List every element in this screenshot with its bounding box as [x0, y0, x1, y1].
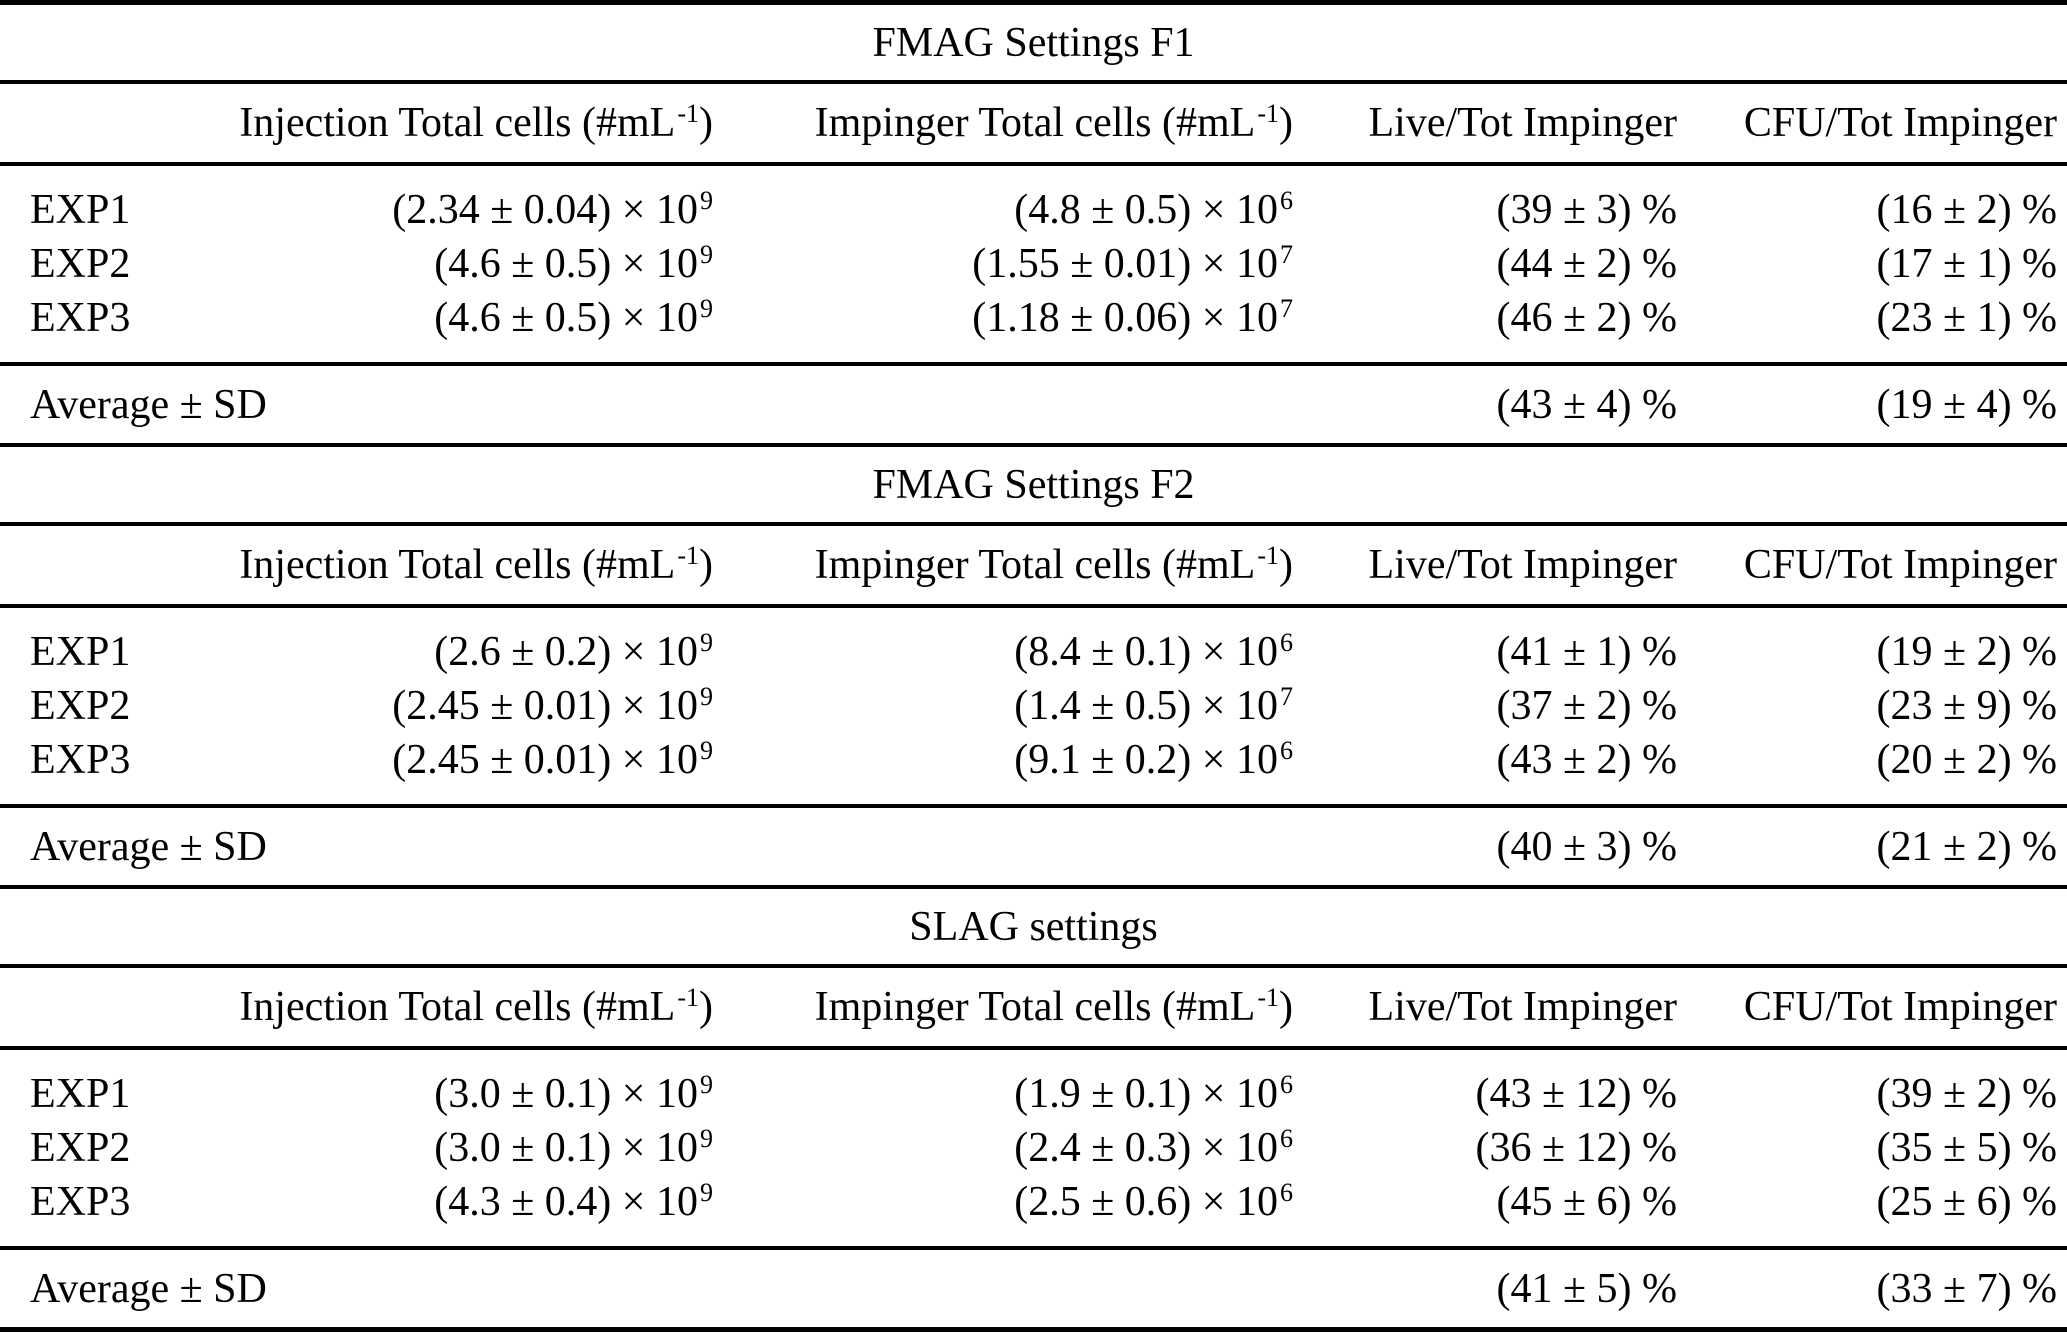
value-cell: (3.0 ± 0.1) × 109 — [434, 1069, 713, 1117]
value-cell: (2.6 ± 0.2) × 109 — [434, 627, 713, 675]
average-value-cell: (43 ± 4) % — [1496, 381, 1677, 428]
value-cell: (46 ± 2) % — [1496, 295, 1677, 341]
value-cell: (2.45 ± 0.01) × 109 — [392, 681, 713, 729]
section-title-row: FMAG Settings F1 — [0, 2, 2067, 82]
row-label: EXP3 — [30, 1179, 131, 1225]
row-label: EXP1 — [30, 629, 131, 675]
section-title: FMAG Settings F2 — [872, 461, 1195, 508]
value-cell: (36 ± 12) % — [1475, 1125, 1677, 1171]
average-value-cell: (21 ± 2) % — [1876, 823, 2058, 870]
column-header-row: Injection Total cells (#mL-1) Impinger To… — [0, 966, 2067, 1048]
row-label: EXP3 — [30, 295, 131, 341]
average-value-cell: (41 ± 5) % — [1496, 1265, 1677, 1312]
average-value-cell: (33 ± 7) % — [1876, 1265, 2058, 1312]
value-cell: (23 ± 1) % — [1876, 295, 2058, 341]
section-title-row: SLAG settings — [0, 887, 2067, 966]
value-cell: (1.18 ± 0.06) × 107 — [972, 293, 1293, 341]
column-header: Injection Total cells (#mL-1) — [239, 982, 713, 1030]
value-cell: (39 ± 2) % — [1876, 1071, 2058, 1117]
column-header: Injection Total cells (#mL-1) — [239, 98, 713, 146]
row-label: EXP1 — [30, 1071, 131, 1117]
row-label: EXP2 — [30, 683, 131, 729]
table-row: EXP1 (2.6 ± 0.2) × 109 (8.4 ± 0.1) × 106 (4… — [0, 606, 2067, 679]
value-cell: (17 ± 1) % — [1876, 241, 2058, 287]
value-cell: (8.4 ± 0.1) × 106 — [1014, 627, 1293, 675]
average-value-cell — [713, 364, 1293, 445]
column-header: Live/Tot Impinger — [1368, 100, 1677, 146]
section-title: FMAG Settings F1 — [872, 19, 1195, 66]
corner-cell — [0, 82, 170, 164]
average-value-cell — [713, 806, 1293, 887]
value-cell: (35 ± 5) % — [1876, 1125, 2058, 1171]
average-row: Average ± SD (43 ± 4) % (19 ± 4) % — [0, 364, 2067, 445]
value-cell: (2.34 ± 0.04) × 109 — [392, 185, 713, 233]
average-value-cell: (19 ± 4) % — [1876, 381, 2058, 428]
table-row: EXP3 (4.6 ± 0.5) × 109 (1.18 ± 0.06) × 107… — [0, 291, 2067, 364]
value-cell: (4.3 ± 0.4) × 109 — [434, 1177, 713, 1225]
value-cell: (4.8 ± 0.5) × 106 — [1014, 185, 1293, 233]
column-header: Live/Tot Impinger — [1368, 542, 1677, 588]
table-row: EXP3 (2.45 ± 0.01) × 109 (9.1 ± 0.2) × 106… — [0, 733, 2067, 806]
corner-cell — [0, 966, 170, 1048]
table-row: EXP2 (2.45 ± 0.01) × 109 (1.4 ± 0.5) × 107… — [0, 679, 2067, 733]
section-title-row: FMAG Settings F2 — [0, 445, 2067, 524]
column-header: Impinger Total cells (#mL-1) — [814, 540, 1293, 588]
row-label: EXP1 — [30, 187, 131, 233]
column-header: Impinger Total cells (#mL-1) — [814, 982, 1293, 1030]
value-cell: (9.1 ± 0.2) × 106 — [1014, 735, 1293, 783]
row-label: EXP2 — [30, 241, 131, 287]
average-value-cell — [713, 1248, 1293, 1330]
value-cell: (2.45 ± 0.01) × 109 — [392, 735, 713, 783]
value-cell: (16 ± 2) % — [1876, 187, 2058, 233]
table-row: EXP2 (4.6 ± 0.5) × 109 (1.55 ± 0.01) × 107… — [0, 237, 2067, 291]
value-cell: (43 ± 12) % — [1475, 1071, 1677, 1117]
column-header: Impinger Total cells (#mL-1) — [814, 98, 1293, 146]
average-value-cell: (40 ± 3) % — [1496, 823, 1677, 870]
value-cell: (37 ± 2) % — [1496, 683, 1677, 729]
column-header: CFU/Tot Impinger — [1743, 542, 2058, 588]
value-cell: (1.4 ± 0.5) × 107 — [1014, 681, 1293, 729]
value-cell: (19 ± 2) % — [1876, 629, 2058, 675]
table-row: EXP2 (3.0 ± 0.1) × 109 (2.4 ± 0.3) × 106 (3… — [0, 1121, 2067, 1175]
table-row: EXP1 (2.34 ± 0.04) × 109 (4.8 ± 0.5) × 106… — [0, 164, 2067, 237]
value-cell: (20 ± 2) % — [1876, 737, 2058, 783]
average-label: Average ± SD — [30, 381, 267, 428]
row-label: EXP3 — [30, 737, 131, 783]
column-header: Injection Total cells (#mL-1) — [239, 540, 713, 588]
value-cell: (43 ± 2) % — [1496, 737, 1677, 783]
value-cell: (25 ± 6) % — [1876, 1179, 2058, 1225]
column-header: CFU/Tot Impinger — [1743, 100, 2058, 146]
corner-cell — [0, 524, 170, 606]
table-row: EXP3 (4.3 ± 0.4) × 109 (2.5 ± 0.6) × 106 (4… — [0, 1175, 2067, 1248]
column-header-row: Injection Total cells (#mL-1) Impinger To… — [0, 524, 2067, 606]
value-cell: (1.9 ± 0.1) × 106 — [1014, 1069, 1293, 1117]
value-cell: (4.6 ± 0.5) × 109 — [434, 239, 713, 287]
value-cell: (2.5 ± 0.6) × 106 — [1014, 1177, 1293, 1225]
value-cell: (39 ± 3) % — [1496, 187, 1677, 233]
value-cell: (1.55 ± 0.01) × 107 — [972, 239, 1293, 287]
value-cell: (3.0 ± 0.1) × 109 — [434, 1123, 713, 1171]
column-header-row: Injection Total cells (#mL-1) Impinger To… — [0, 82, 2067, 164]
value-cell: (41 ± 1) % — [1496, 629, 1677, 675]
row-label: EXP2 — [30, 1125, 131, 1171]
value-cell: (45 ± 6) % — [1496, 1179, 1677, 1225]
column-header: CFU/Tot Impinger — [1743, 984, 2058, 1030]
value-cell: (44 ± 2) % — [1496, 241, 1677, 287]
average-label: Average ± SD — [30, 823, 267, 870]
column-header: Live/Tot Impinger — [1368, 984, 1677, 1030]
average-label: Average ± SD — [30, 1265, 267, 1312]
section-title: SLAG settings — [909, 903, 1158, 950]
value-cell: (23 ± 9) % — [1876, 683, 2058, 729]
value-cell: (4.6 ± 0.5) × 109 — [434, 293, 713, 341]
value-cell: (2.4 ± 0.3) × 106 — [1014, 1123, 1293, 1171]
table-row: EXP1 (3.0 ± 0.1) × 109 (1.9 ± 0.1) × 106 (4… — [0, 1048, 2067, 1121]
average-row: Average ± SD (41 ± 5) % (33 ± 7) % — [0, 1248, 2067, 1330]
average-row: Average ± SD (40 ± 3) % (21 ± 2) % — [0, 806, 2067, 887]
